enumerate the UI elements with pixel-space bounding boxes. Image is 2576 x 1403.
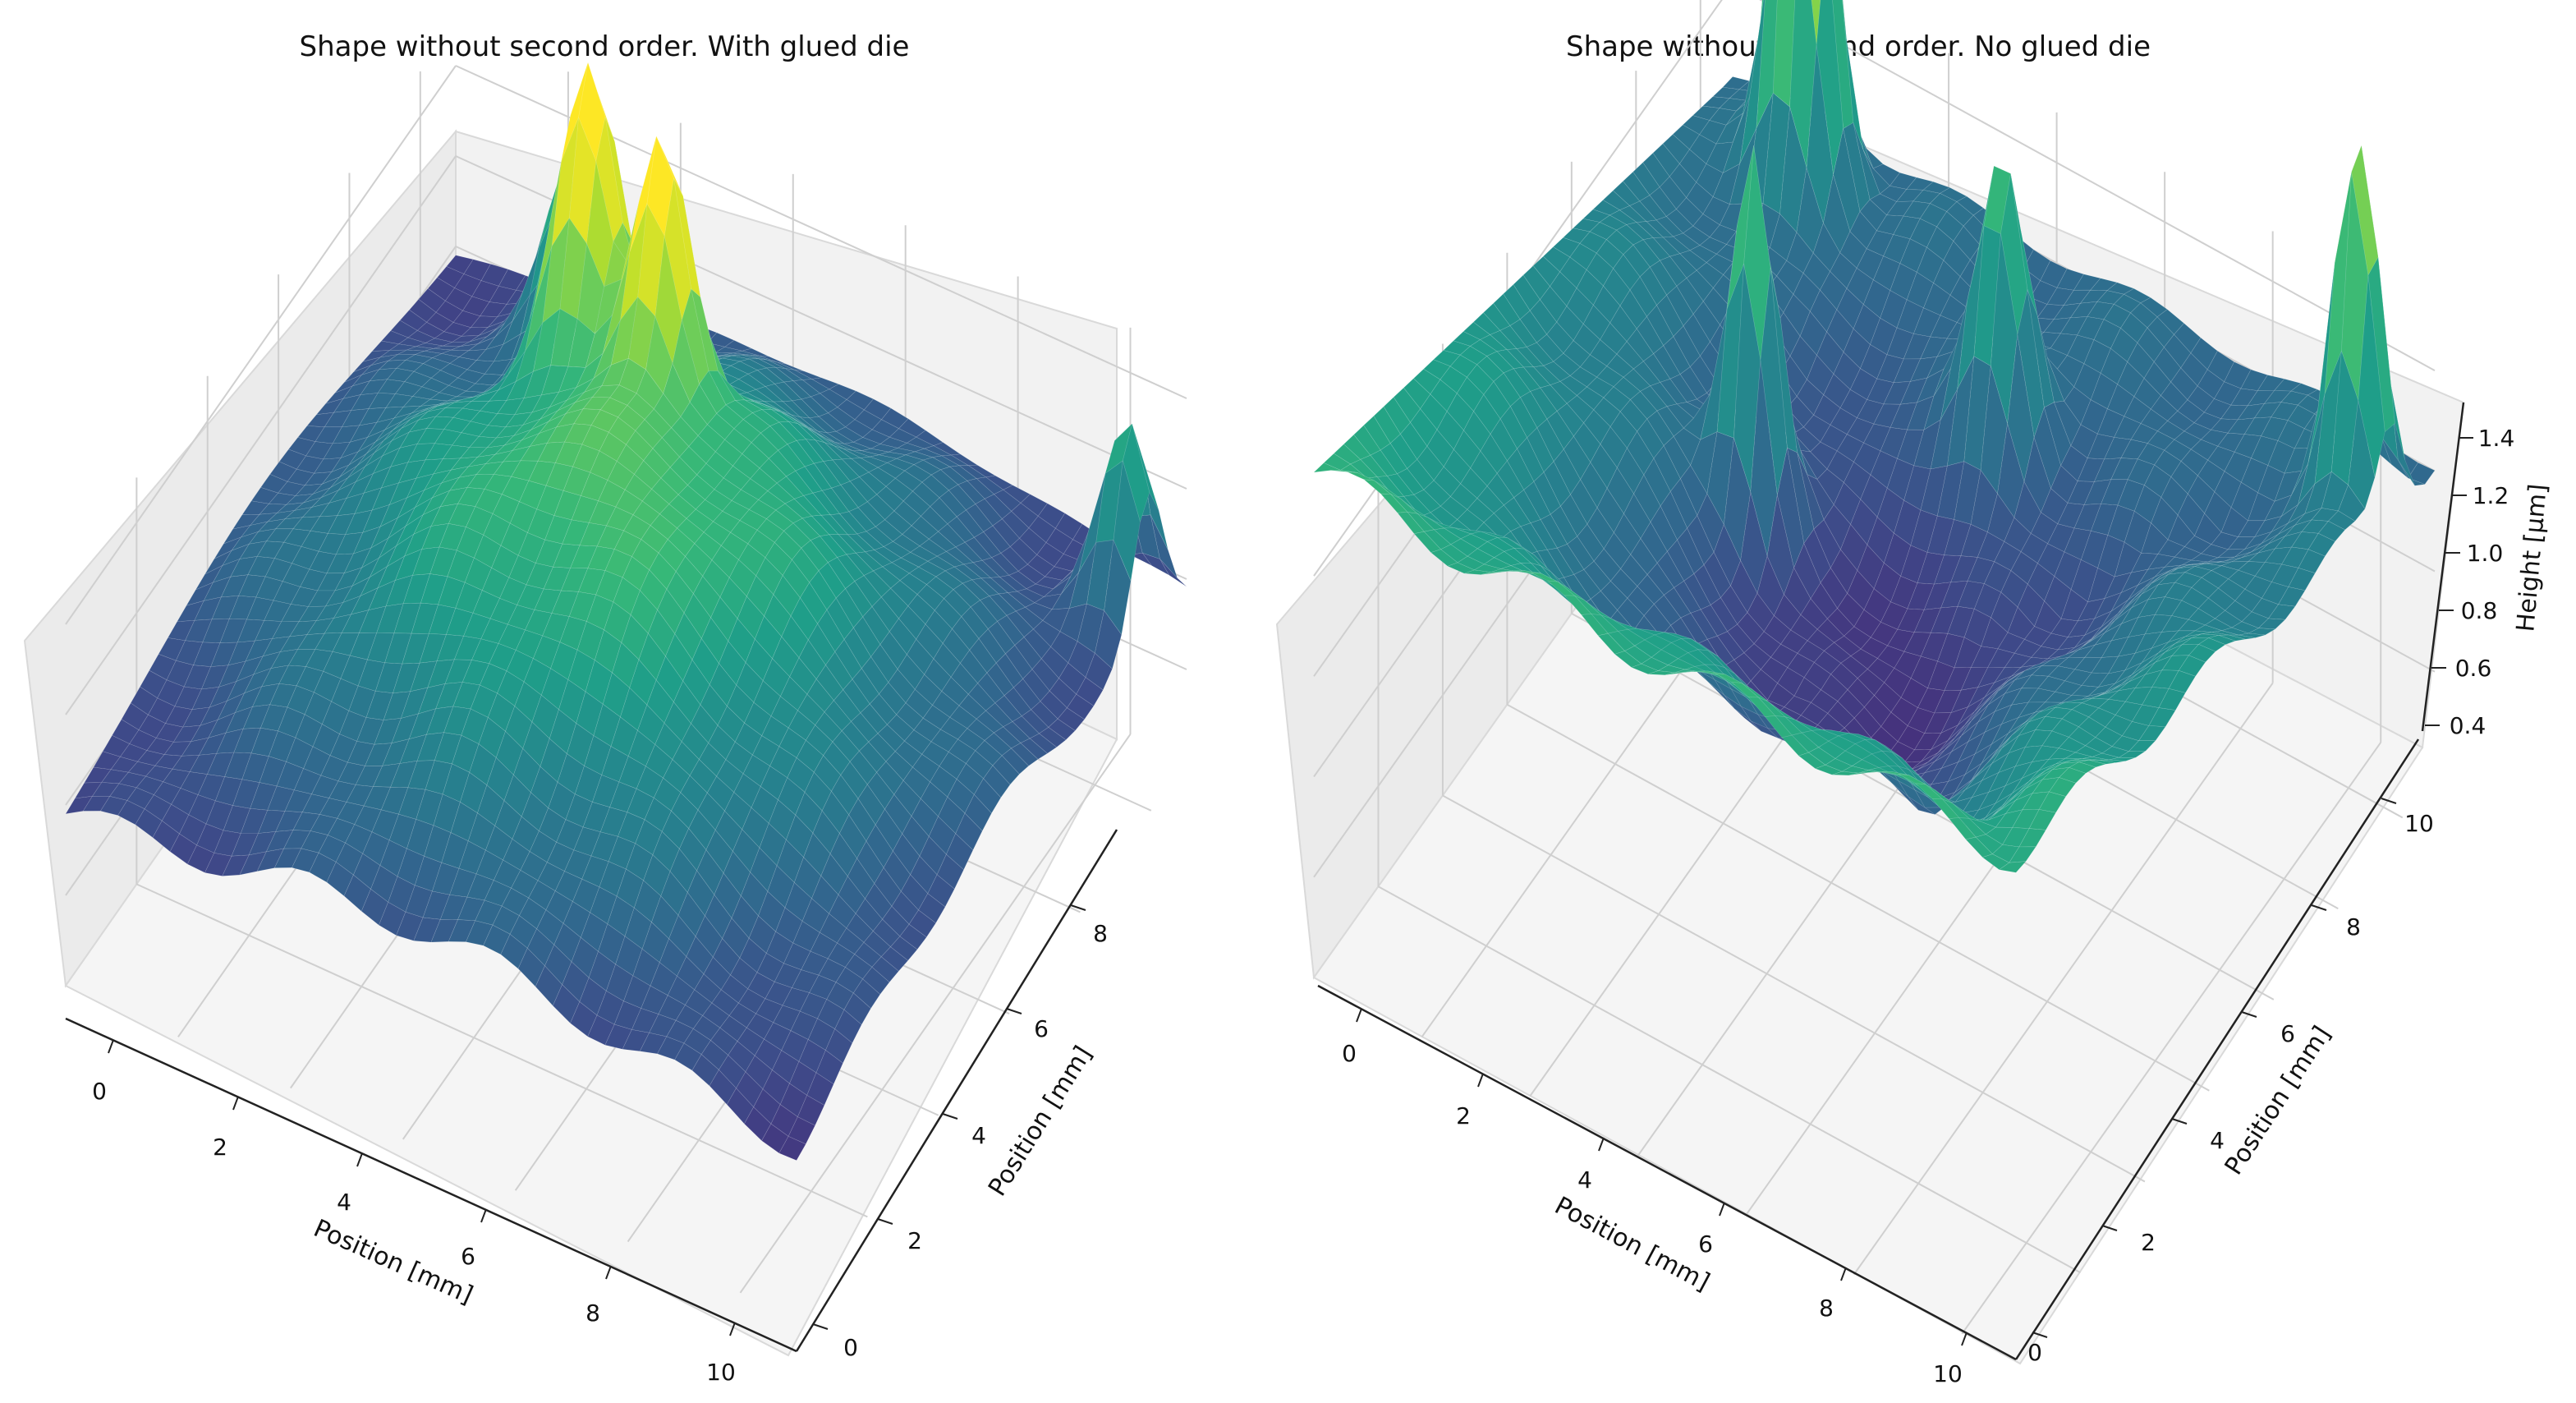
right-z-tick-label: 0.8 — [2461, 597, 2498, 624]
left-y-tick-mark — [1070, 904, 1086, 911]
left-y-tick-mark — [812, 1323, 829, 1330]
surface-facet — [1772, 0, 1796, 108]
right-z-tick-label: 1.2 — [2473, 482, 2509, 509]
right-x-tick-label: 2 — [1456, 1102, 1471, 1129]
surface-facet — [1113, 460, 1141, 582]
gridline — [1759, 0, 2436, 371]
left-surface — [65, 62, 1187, 1161]
right-y-tick-label: 10 — [2404, 810, 2434, 837]
gridline — [1853, 682, 2274, 1276]
surface-facet — [1094, 610, 1123, 669]
right-z-tick-label: 1.4 — [2478, 425, 2515, 452]
left-y-tick-mark — [877, 1218, 893, 1225]
left-x-tick-label: 8 — [585, 1300, 600, 1327]
gridline — [65, 155, 457, 715]
gridline — [1377, 886, 2081, 1274]
gridline — [1506, 703, 2210, 1092]
gridline — [739, 734, 1132, 1294]
surface-facet — [806, 1072, 834, 1106]
right-y-tick-label: 6 — [2280, 1020, 2295, 1047]
left-x-tick-label: 6 — [461, 1243, 475, 1270]
surface-facet — [899, 923, 927, 950]
surface-facet — [1076, 677, 1104, 706]
left-x-tick-mark — [232, 1096, 239, 1111]
right-y-tick-label: 0 — [2027, 1339, 2042, 1366]
surface-facet — [2387, 370, 2415, 486]
left-y-ticks: 0 2 4 6 8 — [812, 904, 1108, 1361]
surface-facet — [908, 909, 937, 938]
surface-facet — [1057, 707, 1086, 731]
left-x-ticks: 0 2 4 6 8 10 — [92, 1039, 736, 1386]
right-y-tick-label: 4 — [2210, 1127, 2225, 1154]
left-x-tick-label: 4 — [337, 1189, 351, 1216]
surface-facet — [1001, 748, 1030, 775]
right-x-tick-label: 0 — [1342, 1040, 1357, 1067]
surface-facet — [1132, 423, 1159, 511]
surface-facet — [834, 1009, 862, 1044]
left-x-tick-mark — [480, 1208, 487, 1223]
surface-facet — [1085, 652, 1113, 691]
surface-facet — [946, 833, 974, 871]
left-y-tick-label: 6 — [1034, 1015, 1049, 1042]
left-y-tick-mark — [1006, 1008, 1022, 1014]
right-x-tick-label: 4 — [1577, 1166, 1592, 1194]
right-z-tick-label: 0.4 — [2450, 712, 2486, 739]
right-y-tick-label: 2 — [2141, 1229, 2156, 1256]
gridline — [135, 883, 868, 1218]
right-z-tick-label: 1.0 — [2467, 540, 2504, 567]
subplot-left: Shape without second order. With glued d… — [23, 30, 1187, 1386]
left-y-tick-label: 0 — [843, 1334, 858, 1361]
right-surface — [1313, 0, 2436, 873]
left-x-tick-mark — [605, 1265, 612, 1280]
left-chart-title: Shape without second order. With glued d… — [300, 30, 910, 63]
left-y-axis-line — [795, 829, 1118, 1352]
left-x-tick-mark — [729, 1322, 736, 1336]
surface-facet — [964, 794, 992, 832]
gridline — [65, 65, 457, 625]
right-y-tick-label: 8 — [2346, 913, 2361, 941]
gridline — [1442, 794, 2146, 1183]
left-x-tick-mark — [108, 1039, 114, 1054]
right-x-tick-label: 8 — [1819, 1295, 1834, 1322]
right-z-tick-label: 0.6 — [2455, 655, 2492, 682]
left-y-tick-label: 2 — [907, 1227, 922, 1254]
surface-facet — [880, 946, 909, 972]
surface-facet — [1011, 743, 1039, 766]
left-x-tick-mark — [356, 1152, 363, 1167]
left-y-tick-mark — [942, 1113, 958, 1120]
surface-facet — [1811, 0, 1821, 46]
surface-facet — [1066, 693, 1095, 720]
surface-facet — [1104, 539, 1132, 636]
subplot-right: Shape without second order. No glued die… — [1275, 0, 2553, 1387]
left-x-axis-line — [65, 1017, 797, 1353]
right-x-tick-label: 6 — [1698, 1230, 1713, 1258]
surface-facet — [1020, 738, 1048, 760]
left-y-tick-label: 4 — [971, 1122, 986, 1149]
left-y-tick-label: 8 — [1093, 920, 1108, 947]
surface-facet — [992, 755, 1020, 785]
surface-facet — [983, 765, 1011, 798]
left-x-tick-label: 10 — [706, 1359, 736, 1386]
surface-facet — [778, 1136, 806, 1161]
gridline — [1961, 742, 2382, 1335]
left-x-tick-label: 2 — [213, 1134, 227, 1161]
right-x-tick-label: 10 — [1933, 1360, 1963, 1387]
right-chart-title: Shape without second order. No glued die — [1566, 30, 2151, 63]
surface-facet — [1029, 733, 1058, 754]
left-x-tick-label: 0 — [92, 1078, 107, 1105]
